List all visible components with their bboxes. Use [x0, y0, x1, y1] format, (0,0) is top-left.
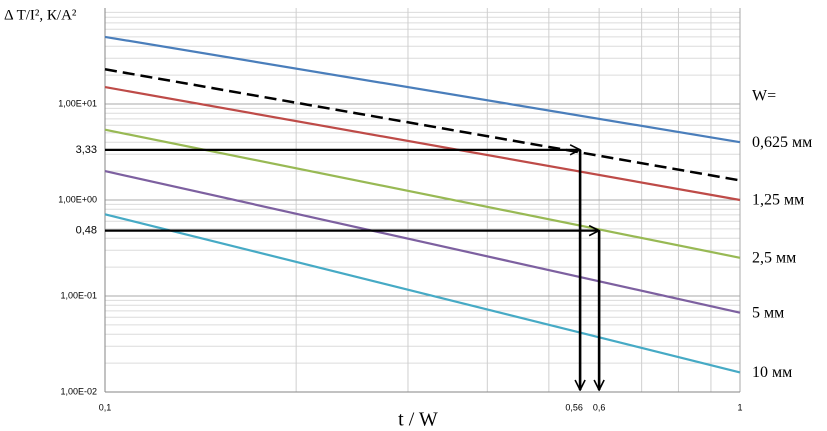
annotation-y-label: 3,33	[76, 144, 97, 156]
legend-label: 0,625 мм	[752, 134, 812, 151]
y-tick-label: 1,00E-02	[60, 386, 97, 396]
annotation-x-label: 0,56	[565, 402, 583, 412]
series-line	[104, 170, 741, 314]
legend-label: 2,5 мм	[752, 249, 796, 266]
legend-title: W=	[752, 88, 776, 105]
x-axis-title: t / W	[398, 409, 438, 431]
series-line	[104, 35, 741, 144]
series-line	[104, 213, 741, 374]
annotation-y-label: 0,48	[76, 225, 97, 237]
x-tick-label: 1	[737, 402, 742, 412]
series-line	[104, 128, 741, 259]
y-tick-label: 1,00E+00	[58, 194, 97, 204]
y-tick-label: 1,00E+01	[58, 98, 97, 108]
legend-label: 1,25 мм	[752, 192, 804, 209]
y-axis-title: Δ T/I², К/А²	[4, 7, 77, 23]
annotation-x-label: 0,6	[593, 402, 606, 412]
legend-label: 10 мм	[752, 364, 792, 381]
x-tick-label: 0,1	[99, 402, 112, 412]
y-tick-label: 1,00E-01	[60, 290, 97, 300]
series-line	[104, 86, 741, 202]
legend-label: 5 мм	[752, 304, 784, 321]
